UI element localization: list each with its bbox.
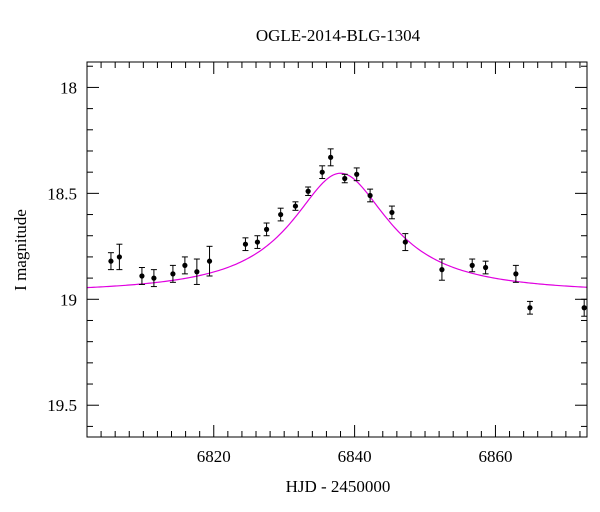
- data-marker: [206, 258, 213, 264]
- x-axis-label: HJD - 2450000: [286, 477, 391, 496]
- data-marker: [402, 239, 408, 245]
- data-marker: [254, 239, 261, 245]
- data-marker: [513, 271, 519, 277]
- data-marker: [439, 267, 445, 273]
- data-marker: [367, 192, 373, 199]
- y-axis-label: I magnitude: [11, 209, 30, 291]
- data-point: [319, 165, 326, 180]
- plot-area: [86, 148, 588, 317]
- data-point: [277, 207, 284, 222]
- x-tick-label: 6840: [338, 447, 372, 466]
- data-marker: [527, 305, 533, 311]
- data-point: [193, 258, 200, 285]
- data-point: [169, 264, 176, 283]
- x-axis-ticks: 6820 6840 6860: [86, 62, 581, 466]
- data-marker: [139, 273, 145, 279]
- data-point: [388, 205, 395, 220]
- data-point: [482, 260, 489, 275]
- data-marker: [278, 211, 284, 218]
- data-point: [402, 233, 409, 252]
- data-marker: [292, 203, 299, 209]
- data-marker: [151, 275, 157, 281]
- model-fit-curve: [86, 172, 588, 289]
- data-marker: [194, 269, 200, 275]
- data-point: [206, 245, 213, 277]
- data-point: [353, 167, 360, 182]
- data-point: [367, 188, 374, 203]
- data-marker: [263, 226, 270, 232]
- data-point: [116, 243, 123, 271]
- data-point: [327, 148, 334, 167]
- data-marker: [108, 258, 114, 264]
- y-tick-label: 19: [60, 290, 77, 309]
- x-tick-label: 6860: [478, 447, 512, 466]
- data-point: [341, 173, 348, 184]
- y-tick-label: 18.5: [47, 184, 77, 203]
- data-point: [138, 267, 145, 285]
- data-point: [263, 222, 270, 237]
- data-point: [305, 186, 312, 196]
- data-marker: [482, 264, 489, 271]
- chart-title: OGLE-2014-BLG-1304: [256, 26, 421, 45]
- data-point: [438, 258, 445, 281]
- data-marker: [328, 154, 334, 160]
- data-marker: [305, 188, 311, 194]
- data-marker: [242, 241, 249, 247]
- y-axis-ticks: 18 18.5 19 19.5: [47, 65, 587, 427]
- data-point: [107, 252, 114, 271]
- data-point: [254, 235, 261, 249]
- data-point: [526, 300, 533, 315]
- plot-frame: [86, 61, 588, 438]
- data-marker: [389, 209, 395, 216]
- data-point: [512, 264, 519, 283]
- data-marker: [319, 169, 325, 175]
- data-point: [581, 298, 588, 317]
- data-marker: [469, 262, 475, 268]
- data-marker: [354, 171, 360, 177]
- data-point: [181, 256, 188, 275]
- data-point: [242, 237, 249, 252]
- data-marker: [581, 305, 587, 311]
- data-marker: [342, 175, 348, 182]
- data-marker: [116, 254, 122, 260]
- data-marker: [182, 262, 188, 268]
- data-point: [469, 258, 476, 273]
- y-tick-label: 18: [60, 78, 77, 97]
- y-tick-label: 19.5: [47, 396, 77, 415]
- data-point: [292, 201, 299, 211]
- data-point: [150, 269, 157, 288]
- x-tick-label: 6820: [197, 447, 231, 466]
- data-marker: [170, 271, 176, 277]
